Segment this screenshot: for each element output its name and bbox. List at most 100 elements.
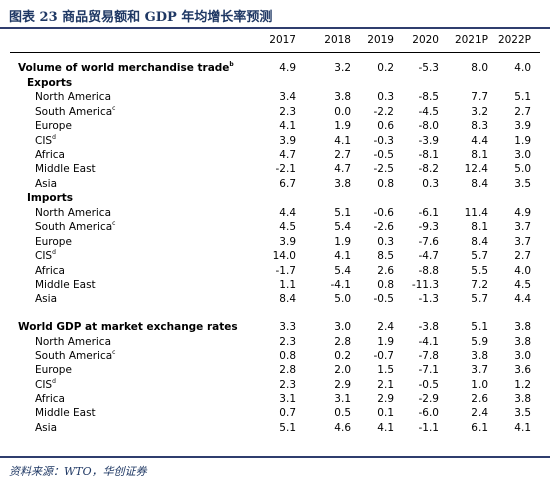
table-cell: 0.2 [334, 350, 351, 362]
row-label-text: Asia [35, 178, 58, 190]
table-cell: 7.7 [471, 91, 488, 103]
table-cell: 3.3 [279, 321, 296, 333]
table-cell: 3.9 [514, 120, 531, 132]
table-cell: -0.5 [373, 149, 395, 161]
row-label-text: Exports [27, 77, 73, 89]
row-label: Africa [35, 265, 65, 277]
table-row: North America 4.4 5.1 -0.6 -6.1 11.4 4.9 [0, 207, 550, 222]
table-cell: 12.4 [464, 163, 488, 175]
table-cell: 3.5 [514, 178, 531, 190]
table-cell: -9.3 [418, 221, 440, 233]
row-label-text: Middle East [35, 279, 96, 291]
row-label: South Americac [35, 349, 116, 362]
row-label-text: CIS [35, 135, 53, 147]
row-label: CISd [35, 134, 56, 147]
table-cell: 5.4 [334, 221, 351, 233]
table-cell: 3.0 [334, 321, 351, 333]
table-cell: 3.8 [471, 350, 488, 362]
table-cell: -0.7 [373, 350, 395, 362]
table-cell: 3.0 [514, 350, 531, 362]
table-cell: 1.0 [471, 379, 488, 391]
row-label: Exports [27, 77, 72, 89]
table-cell: 4.6 [334, 422, 351, 434]
row-label: CISd [35, 249, 56, 262]
table-cell: 3.7 [514, 221, 531, 233]
table-cell: 8.4 [279, 293, 296, 305]
table-cell: 4.4 [279, 207, 296, 219]
table-cell: -7.1 [418, 364, 440, 376]
row-label-text: Europe [35, 364, 72, 376]
row-label-text: Asia [35, 293, 58, 305]
row-label-text: CIS [35, 250, 53, 262]
table-cell: -6.1 [418, 207, 440, 219]
footnote-marker: d [52, 249, 56, 256]
row-label: South Americac [35, 220, 116, 233]
column-header: 2019 [367, 34, 394, 46]
row-label-text: South America [35, 106, 113, 118]
table-cell: -1.1 [418, 422, 440, 434]
table-cell: 6.7 [279, 178, 296, 190]
row-label-text: Volume of world merchandise trade [18, 62, 230, 74]
table-cell: -0.5 [418, 379, 440, 391]
table-cell: -5.3 [418, 62, 440, 74]
table-cell: 2.3 [279, 336, 296, 348]
table-cell: 0.8 [377, 178, 394, 190]
table-cell: 3.4 [279, 91, 296, 103]
table-cell: 2.6 [377, 265, 394, 277]
row-label: Africa [35, 149, 65, 161]
table-cell: 4.1 [334, 135, 351, 147]
table-cell: 0.8 [377, 279, 394, 291]
table-row: CISd 2.3 2.9 2.1 -0.5 1.0 1.2 [0, 378, 550, 394]
row-label-text: North America [35, 207, 112, 219]
row-label-text: Asia [35, 422, 58, 434]
forecast-table: 2017 2018 2019 2020 2021P 2022P Volume o… [0, 29, 550, 454]
table-cell: 5.0 [514, 163, 531, 175]
table-cell: 0.1 [377, 407, 394, 419]
row-label: Middle East [35, 407, 96, 419]
table-cell: 2.6 [471, 393, 488, 405]
footnote-marker: b [229, 61, 234, 68]
footnote-marker: c [112, 349, 116, 356]
row-label-text: Africa [35, 265, 65, 277]
table-cell: -0.3 [373, 135, 395, 147]
table-cell: -8.8 [418, 265, 440, 277]
row-label-text: Middle East [35, 407, 96, 419]
table-row: Europe 4.1 1.9 0.6 -8.0 8.3 3.9 [0, 120, 550, 135]
header-divider [10, 52, 540, 53]
row-label: North America [35, 207, 111, 219]
row-label: Europe [35, 236, 72, 248]
table-cell: 5.1 [514, 91, 531, 103]
table-cell: 2.0 [334, 364, 351, 376]
column-header: 2022P [497, 34, 531, 46]
table-cell: 6.1 [471, 422, 488, 434]
table-row: Europe 2.8 2.0 1.5 -7.1 3.7 3.6 [0, 364, 550, 379]
table-cell: 8.0 [471, 62, 488, 74]
table-cell: 1.9 [377, 336, 394, 348]
table-cell: 2.3 [279, 106, 296, 118]
table-row: South Americac 4.5 5.4 -2.6 -9.3 8.1 3.7 [0, 220, 550, 236]
table-cell: 3.8 [334, 178, 351, 190]
row-label: World GDP at market exchange rates [18, 321, 238, 333]
table-cell: 1.1 [279, 279, 296, 291]
footnote-marker: c [112, 220, 116, 227]
figure-title: 图表 23 商品贸易额和 GDP 年均增长率预测 [9, 10, 273, 25]
table-cell: 4.1 [514, 422, 531, 434]
table-cell: -3.9 [418, 135, 440, 147]
table-cell: -2.6 [373, 221, 395, 233]
table-cell: 3.6 [514, 364, 531, 376]
table-cell: -0.5 [373, 293, 395, 305]
table-row: Africa 4.7 2.7 -0.5 -8.1 8.1 3.0 [0, 149, 550, 164]
row-label-text: CIS [35, 379, 53, 391]
row-label: Africa [35, 393, 65, 405]
row-label: North America [35, 91, 111, 103]
table-cell: 2.9 [377, 393, 394, 405]
table-cell: 4.0 [514, 265, 531, 277]
table-cell: -2.2 [373, 106, 395, 118]
row-label-text: Europe [35, 120, 72, 132]
table-section-row: Volume of world merchandise tradeb 4.9 3.2… [0, 61, 550, 77]
table-cell: -8.0 [418, 120, 440, 132]
row-label-text: South America [35, 221, 113, 233]
table-cell: 3.2 [471, 106, 488, 118]
table-row: Middle East 0.7 0.5 0.1 -6.0 2.4 3.5 [0, 407, 550, 422]
table-cell: -1.7 [275, 265, 297, 277]
